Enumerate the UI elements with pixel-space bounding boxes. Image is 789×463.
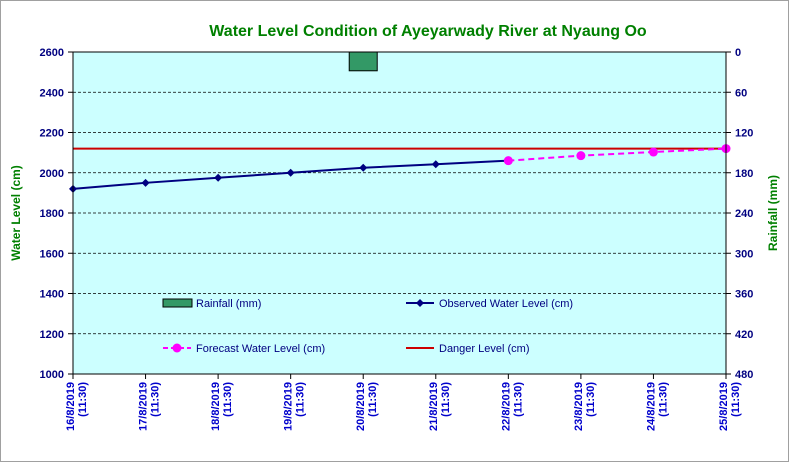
- legend-label: Observed Water Level (cm): [439, 298, 573, 310]
- forecast-point: [648, 147, 658, 157]
- x-tick-date: 16/8/2019: [65, 382, 77, 431]
- forecast-point: [503, 156, 513, 166]
- legend-label: Forecast Water Level (cm): [196, 343, 325, 355]
- x-tick-date: 20/8/2019: [355, 382, 367, 431]
- x-tick-label: 19/8/2019(11:30): [283, 382, 307, 431]
- observed-point: [286, 168, 295, 177]
- observed-point: [214, 173, 223, 182]
- x-tick-time: (11:30): [440, 382, 452, 417]
- forecast-line: [508, 147, 727, 162]
- x-tick-label: 21/8/2019(11:30): [428, 382, 452, 431]
- y-tick-label: 1400: [40, 289, 64, 301]
- legend-swatch: [162, 298, 193, 308]
- x-tick-time: (11:30): [77, 382, 89, 417]
- x-tick-label: 25/8/2019(11:30): [718, 382, 742, 431]
- y-tick-label: 2200: [40, 128, 64, 140]
- x-tick-time: (11:30): [730, 382, 742, 417]
- observed-point: [431, 160, 440, 169]
- y2-tick-label: 360: [735, 289, 753, 301]
- x-tick-label: 16/8/2019(11:30): [65, 382, 89, 431]
- observed-point: [359, 163, 368, 172]
- x-tick-date: 19/8/2019: [283, 382, 295, 431]
- rainfall-bar: [348, 51, 378, 72]
- y-tick-label: 2400: [40, 87, 64, 99]
- y2-tick-label: 180: [735, 168, 753, 180]
- y-tick-label: 1600: [40, 248, 64, 260]
- y2-tick-label: 420: [735, 329, 753, 341]
- forecast-series: [503, 144, 731, 166]
- x-tick-time: (11:30): [295, 382, 307, 417]
- legend-item: Danger Level (cm): [406, 343, 529, 355]
- gridlines: [73, 91, 726, 335]
- y-axis-left: 1000 1200 1400 1600 1800 2000 2200 2400 2600: [40, 47, 73, 381]
- x-tick-date: 22/8/2019: [500, 382, 512, 431]
- y2-tick-label: 300: [735, 248, 753, 260]
- y-tick-label: 1200: [40, 329, 64, 341]
- x-tick-date: 24/8/2019: [645, 382, 657, 431]
- legend-label: Danger Level (cm): [439, 343, 529, 355]
- legend-item: Rainfall (mm): [162, 298, 261, 310]
- y2-axis-label: Rainfall (mm): [766, 175, 780, 251]
- x-tick-label: 18/8/2019(11:30): [210, 382, 234, 431]
- y2-tick-label: 240: [735, 208, 753, 220]
- y2-tick-label: 480: [735, 369, 753, 381]
- x-tick-label: 22/8/2019(11:30): [500, 382, 524, 431]
- x-tick-date: 25/8/2019: [718, 382, 730, 431]
- y-tick-label: 1000: [40, 369, 64, 381]
- x-axis: 16/8/2019(11:30) 17/8/2019(11:30) 18/8/201…: [65, 374, 742, 431]
- x-tick-time: (11:30): [657, 382, 669, 417]
- y2-tick-label: 120: [735, 128, 753, 140]
- x-tick-date: 21/8/2019: [428, 382, 440, 431]
- y-axis-right: 0 60 120 180 240 300 360 420 480: [726, 47, 753, 381]
- x-tick-label: 24/8/2019(11:30): [645, 382, 669, 431]
- x-tick-time: (11:30): [512, 382, 524, 417]
- x-tick-date: 17/8/2019: [138, 382, 150, 431]
- x-tick-time: (11:30): [222, 382, 234, 417]
- x-tick-label: 23/8/2019(11:30): [573, 382, 597, 431]
- x-tick-label: 20/8/2019(11:30): [355, 382, 379, 431]
- x-tick-time: (11:30): [585, 382, 597, 417]
- y2-tick-label: 60: [735, 87, 747, 99]
- y-axis-label: Water Level (cm): [9, 165, 23, 261]
- y-tick-label: 1800: [40, 208, 64, 220]
- rainfall-bars: [348, 51, 378, 72]
- chart-title: Water Level Condition of Ayeyarwady Rive…: [209, 23, 647, 40]
- legend: Rainfall (mm) Observed Water Level (cm) Fo…: [162, 298, 573, 355]
- y2-tick-label: 0: [735, 47, 741, 59]
- x-tick-date: 18/8/2019: [210, 382, 222, 431]
- legend-marker: [416, 299, 424, 307]
- x-tick-label: 17/8/2019(11:30): [138, 382, 162, 431]
- legend-label: Rainfall (mm): [196, 298, 261, 310]
- y-tick-label: 2600: [40, 47, 64, 59]
- x-tick-date: 23/8/2019: [573, 382, 585, 431]
- forecast-point: [576, 151, 586, 161]
- legend-item: Observed Water Level (cm): [406, 298, 573, 310]
- x-tick-time: (11:30): [150, 382, 162, 417]
- x-tick-time: (11:30): [367, 382, 379, 417]
- observed-point: [141, 178, 150, 187]
- legend-marker: [172, 343, 182, 353]
- legend-item: Forecast Water Level (cm): [163, 343, 325, 355]
- y-tick-label: 2000: [40, 168, 64, 180]
